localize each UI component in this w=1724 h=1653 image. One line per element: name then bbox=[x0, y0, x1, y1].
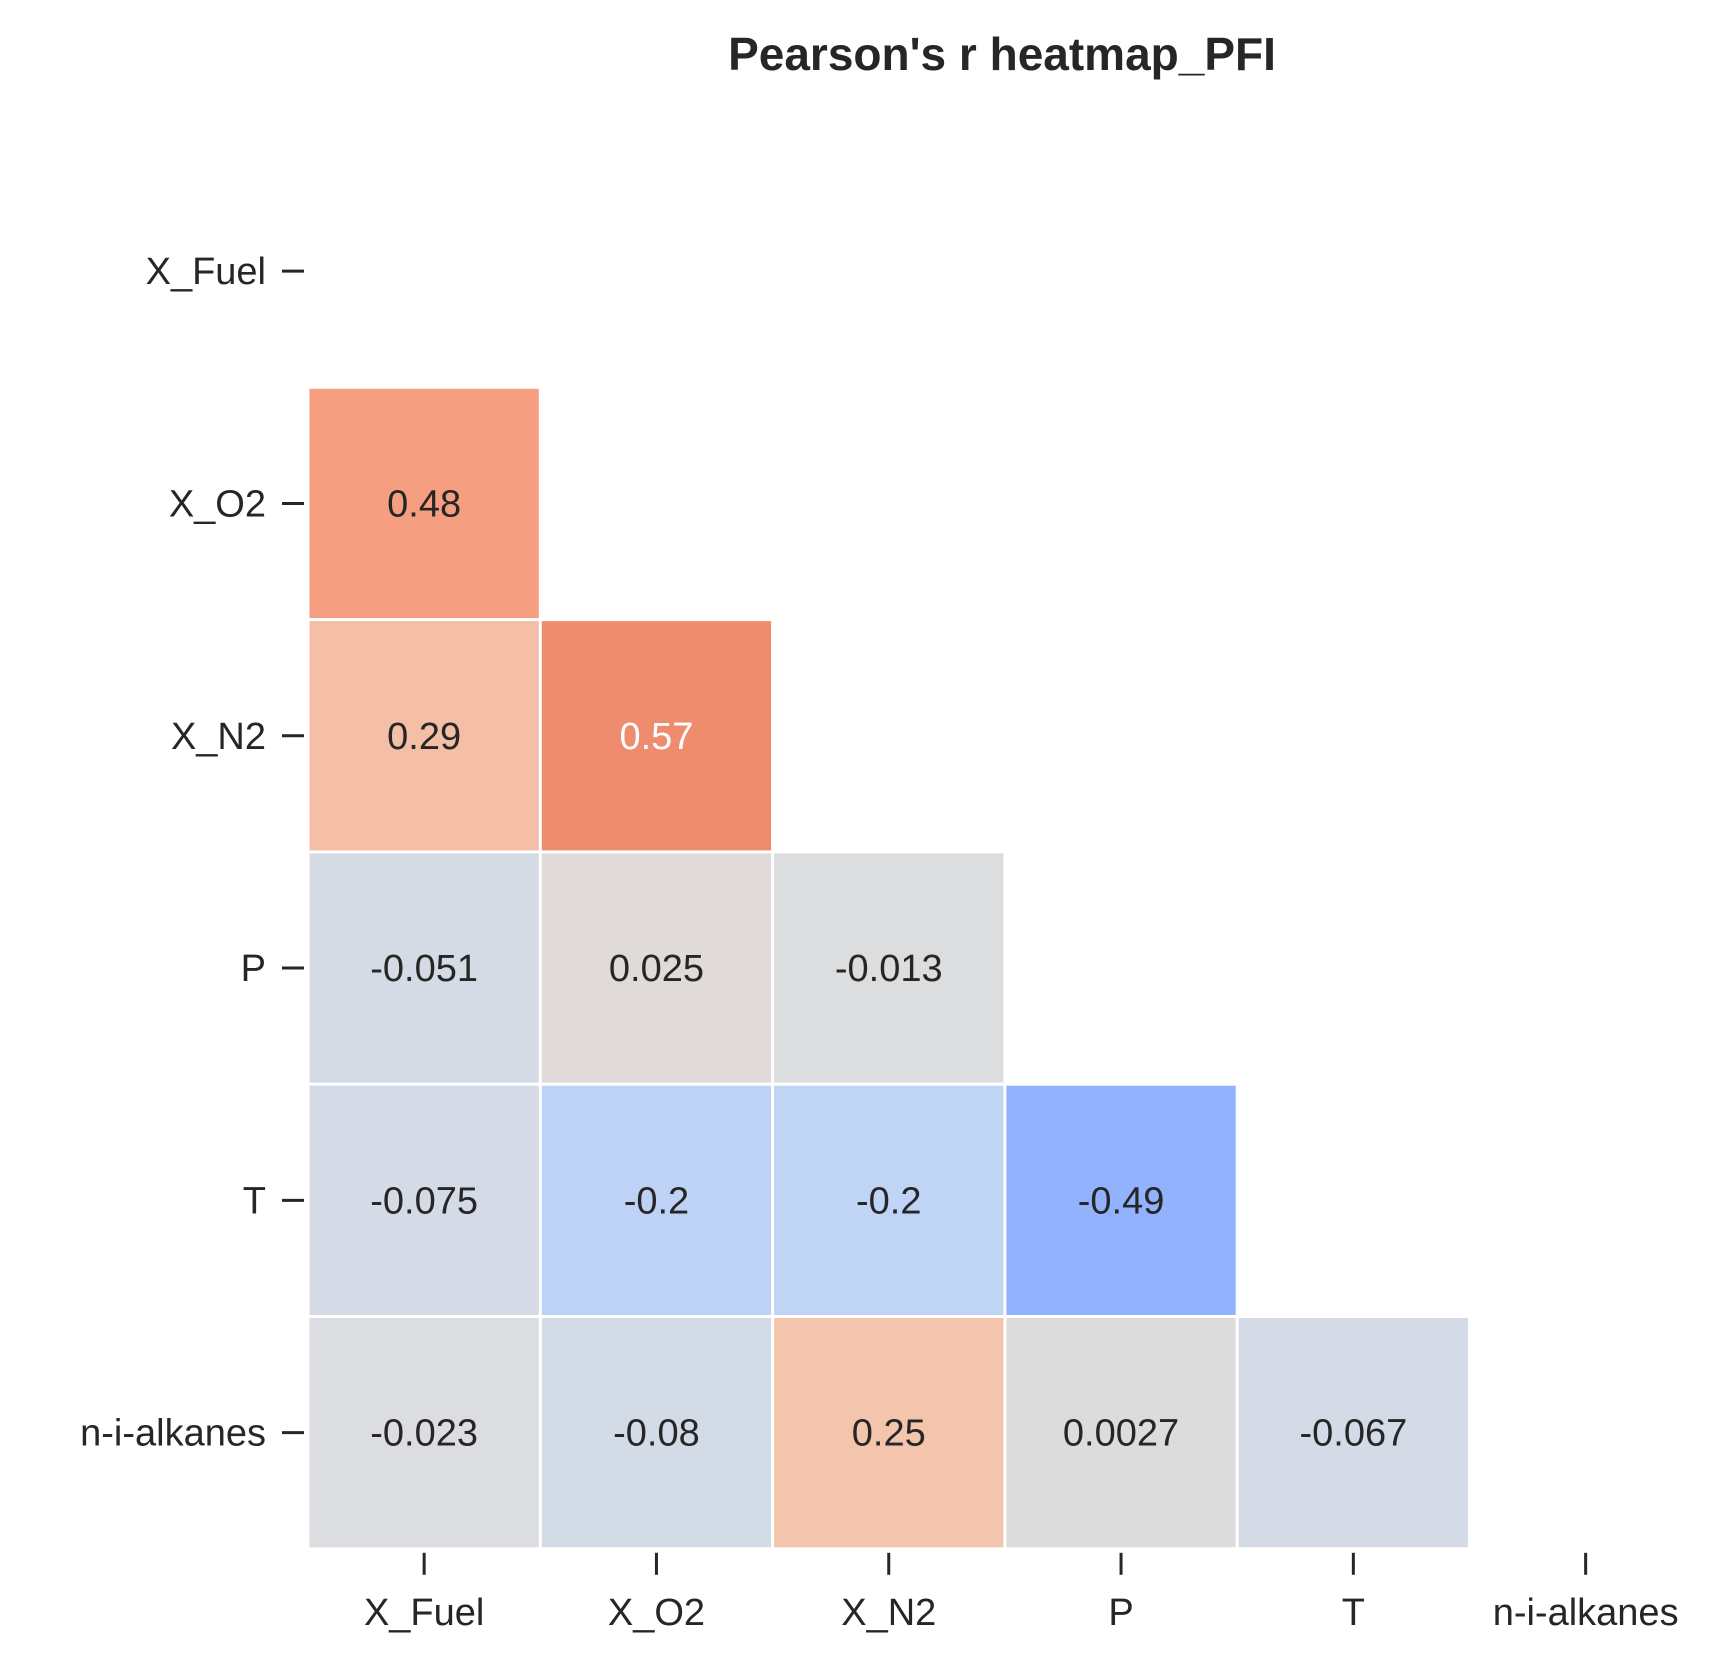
x-tick-label-x-o2: X_O2 bbox=[608, 1592, 705, 1634]
heatmap-cell-label: 0.0027 bbox=[1063, 1413, 1179, 1455]
chart-title: Pearson's r heatmap_PFI bbox=[728, 28, 1276, 80]
heatmap-cell-rect bbox=[1238, 1318, 1468, 1548]
heatmap-cell-p-x-fuel: -0.051 bbox=[309, 853, 539, 1083]
heatmap-cell-t-x-fuel: -0.075 bbox=[309, 1085, 539, 1315]
heatmap-cell-label: -0.067 bbox=[1299, 1413, 1407, 1455]
x-tick-label-t: T bbox=[1342, 1592, 1365, 1634]
heatmap-cell-rect bbox=[541, 853, 772, 1083]
y-tick-label-x-n2: X_N2 bbox=[171, 716, 266, 758]
heatmap-cell-label: 0.025 bbox=[609, 948, 704, 990]
heatmap-cell-t-p: -0.49 bbox=[1006, 1085, 1236, 1315]
heatmap-cell-n-i-alkanes-x-fuel: -0.023 bbox=[309, 1318, 539, 1548]
heatmap-cell-label: -0.2 bbox=[856, 1180, 921, 1222]
heatmap-cell-rect bbox=[774, 1318, 1004, 1548]
heatmap-cell-label: -0.051 bbox=[370, 948, 478, 990]
heatmap-cell-rect bbox=[774, 853, 1004, 1083]
heatmap-cell-label: 0.57 bbox=[619, 716, 693, 758]
x-tick-label-n-i-alkanes: n-i-alkanes bbox=[1493, 1592, 1679, 1634]
heatmap-cell-rect bbox=[541, 1318, 772, 1548]
heatmap-cell-rect bbox=[309, 621, 539, 851]
heatmap-cell-n-i-alkanes-p: 0.0027 bbox=[1006, 1318, 1236, 1548]
heatmap-cell-label: -0.013 bbox=[835, 948, 943, 990]
heatmap-cell-t-x-o2: -0.2 bbox=[541, 1085, 772, 1315]
x-tick-label-x-n2: X_N2 bbox=[841, 1592, 936, 1634]
heatmap-cell-x-n2-x-fuel: 0.29 bbox=[309, 621, 539, 851]
heatmap-cell-n-i-alkanes-x-n2: 0.25 bbox=[774, 1318, 1004, 1548]
y-tick-label-x-o2: X_O2 bbox=[169, 483, 266, 525]
y-tick-label-x-fuel: X_Fuel bbox=[146, 251, 266, 293]
heatmap-cell-label: -0.075 bbox=[370, 1180, 478, 1222]
y-axis: X_Fuel X_O2 X_N2 P Tn-i-alkanes bbox=[80, 251, 304, 1455]
heatmap-cell-rect bbox=[541, 1085, 772, 1315]
heatmap-cell-x-n2-x-o2: 0.57 bbox=[541, 621, 772, 851]
y-tick-label-p: P bbox=[241, 948, 266, 990]
heatmap-cell-rect bbox=[1006, 1318, 1236, 1548]
heatmap-cell-label: -0.49 bbox=[1078, 1180, 1165, 1222]
heatmap-cell-label: -0.2 bbox=[624, 1180, 689, 1222]
heatmap-cell-label: 0.29 bbox=[387, 716, 461, 758]
x-tick-label-x-fuel: X_Fuel bbox=[364, 1592, 484, 1634]
heatmap-cell-rect bbox=[309, 388, 539, 619]
heatmap-cell-label: 0.25 bbox=[852, 1413, 926, 1455]
y-tick-label-t: T bbox=[243, 1180, 266, 1222]
heatmap-cell-rect bbox=[1006, 1085, 1236, 1315]
heatmap-cells: 0.48 0.29 0.57 -0.051 0.025 -0.013 -0.075 -0.2 -… bbox=[309, 388, 1468, 1548]
heatmap-cell-p-x-n2: -0.013 bbox=[774, 853, 1004, 1083]
heatmap-cell-label: -0.023 bbox=[370, 1413, 478, 1455]
heatmap-cell-n-i-alkanes-x-o2: -0.08 bbox=[541, 1318, 772, 1548]
heatmap-cell-label: -0.08 bbox=[613, 1413, 700, 1455]
heatmap-cell-rect bbox=[309, 1318, 539, 1548]
heatmap-cell-rect bbox=[309, 1085, 539, 1315]
heatmap-cell-rect bbox=[774, 1085, 1004, 1315]
heatmap-cell-rect bbox=[309, 853, 539, 1083]
heatmap-cell-x-o2-x-fuel: 0.48 bbox=[309, 388, 539, 619]
heatmap-cell-n-i-alkanes-t: -0.067 bbox=[1238, 1318, 1468, 1548]
heatmap-cell-label: 0.48 bbox=[387, 483, 461, 525]
heatmap-cell-p-x-o2: 0.025 bbox=[541, 853, 772, 1083]
x-tick-label-p: P bbox=[1108, 1592, 1133, 1634]
heatmap-cell-t-x-n2: -0.2 bbox=[774, 1085, 1004, 1315]
y-tick-label-n-i-alkanes: n-i-alkanes bbox=[80, 1413, 266, 1455]
heatmap-cell-rect bbox=[541, 621, 772, 851]
